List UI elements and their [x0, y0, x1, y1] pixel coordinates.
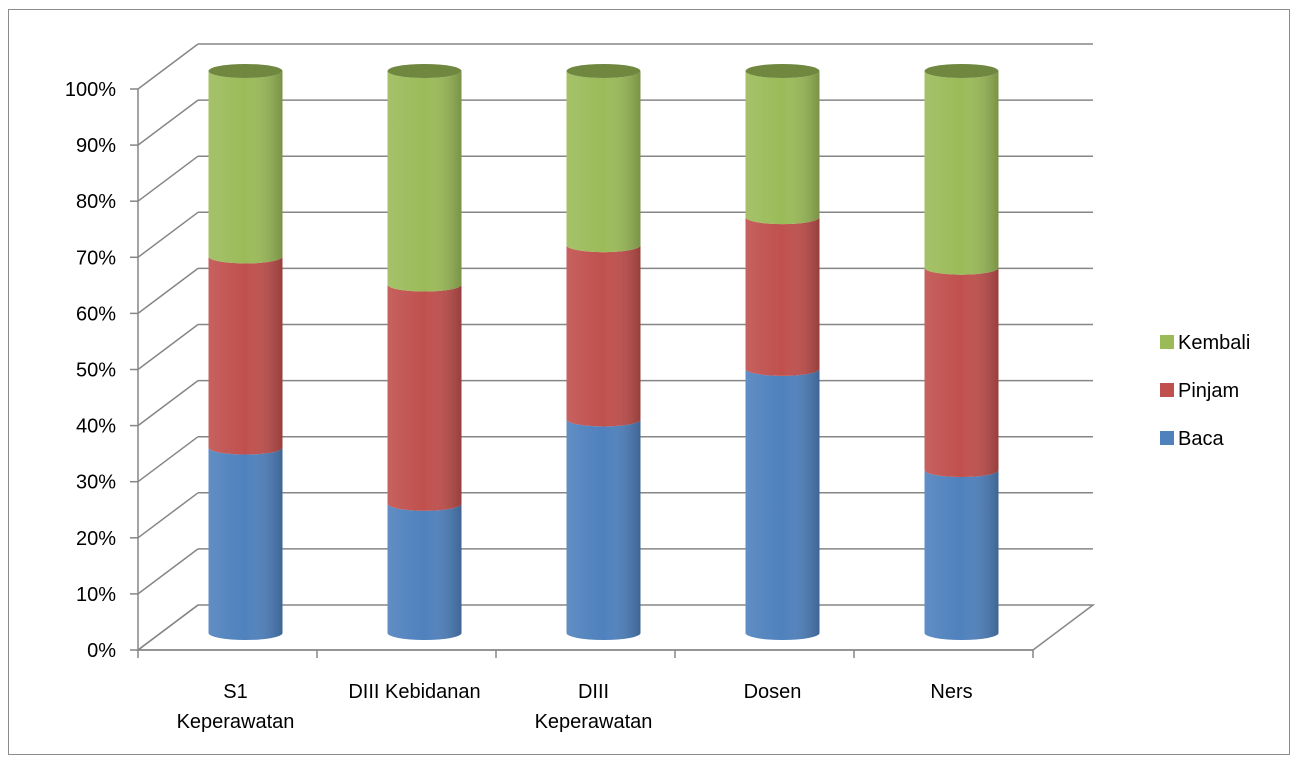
legend-item: Pinjam [1160, 380, 1239, 402]
y-tick-label: 60% [76, 303, 116, 325]
y-tick-label: 30% [76, 472, 116, 494]
bar-shading [745, 71, 820, 225]
legend-item: Kembali [1160, 332, 1250, 354]
x-tick-label: DIII Kebidanan [348, 681, 480, 703]
x-tick-label: DIII Keperawatan [535, 681, 653, 733]
side-gridline [137, 492, 199, 539]
bar-segment [387, 503, 462, 640]
y-tick-label: 70% [76, 247, 116, 269]
bar-shading [924, 71, 999, 275]
legend-label: Kembali [1178, 332, 1250, 354]
x-axis-tick-labels: S1 Keperawatan DIII Kebidanan DIII Keperawat… [177, 681, 973, 733]
x-tick-label-line: Ners [930, 681, 972, 703]
bar-shading [566, 419, 641, 640]
bar-shading [387, 503, 462, 640]
legend-swatch [1160, 383, 1174, 397]
y-tick-label: 80% [76, 191, 116, 213]
bar-shading [387, 284, 462, 511]
bar-shading [208, 71, 283, 264]
bar-series [208, 64, 999, 640]
x-tick-label-line: DIII [578, 681, 609, 703]
bar-shading [208, 256, 283, 455]
y-tick-label: 40% [76, 416, 116, 438]
bar-segment [208, 447, 283, 640]
bar-segment [924, 267, 999, 478]
x-tick-label-line: Keperawatan [535, 711, 653, 733]
bar-shading [566, 245, 641, 427]
legend: Kembali Pinjam Baca [1160, 332, 1250, 450]
side-gridline [137, 380, 199, 427]
bar-segment [387, 284, 462, 511]
side-gridline [137, 548, 199, 595]
y-tick-label: 90% [76, 135, 116, 157]
y-tick-label: 10% [76, 584, 116, 606]
bar-cap [566, 64, 641, 78]
x-tick-label-line: S1 [223, 681, 247, 703]
bar-segment [208, 64, 283, 264]
x-tick-label-line: Keperawatan [177, 711, 295, 733]
x-tick-label: S1 Keperawatan [177, 681, 295, 733]
bar-shading [924, 470, 999, 640]
y-tick-label: 50% [76, 360, 116, 382]
bar-shading [566, 71, 641, 253]
bar-shading [745, 217, 820, 376]
y-tick-label: 20% [76, 528, 116, 550]
bar-segment [387, 64, 462, 292]
side-gridline [137, 267, 199, 314]
bar-segment [745, 64, 820, 225]
x-tick-label: Ners [930, 681, 972, 703]
side-gridline [137, 155, 199, 202]
legend-label: Pinjam [1178, 380, 1239, 402]
side-gridline [137, 43, 199, 90]
bar-cap [208, 64, 283, 78]
bar-segment [924, 64, 999, 275]
bar-segment [745, 368, 820, 640]
legend-label: Baca [1178, 428, 1224, 450]
y-axis-tick-labels: 0% 10% 20% 30% 40% 50% 60% 70% 80% 90% 100% [65, 79, 116, 662]
y-tick-label: 0% [87, 640, 116, 662]
legend-swatch [1160, 431, 1174, 445]
side-gridline [137, 211, 199, 258]
x-tick-label-line: DIII Kebidanan [348, 681, 480, 703]
y-tick-label: 100% [65, 79, 116, 101]
bar-segment [566, 419, 641, 640]
bar-shading [745, 368, 820, 640]
bar-shading [208, 447, 283, 640]
side-gridline [137, 604, 199, 651]
legend-swatch [1160, 335, 1174, 349]
bar-segment [566, 245, 641, 427]
bar-segment [208, 256, 283, 455]
legend-item: Baca [1160, 428, 1224, 450]
x-tick-label-line: Dosen [744, 681, 802, 703]
side-gridline [137, 99, 199, 146]
bar-shading [924, 267, 999, 478]
bar-segment [745, 217, 820, 376]
axes [130, 88, 1034, 658]
bar-cap [924, 64, 999, 78]
side-gridline [137, 436, 199, 483]
bar-segment [566, 64, 641, 253]
x-tick-label: Dosen [744, 681, 802, 703]
bar-segment [924, 470, 999, 640]
bar-shading [387, 71, 462, 292]
side-gridline [137, 323, 199, 371]
bar-cap [745, 64, 820, 78]
bar-cap [387, 64, 462, 78]
